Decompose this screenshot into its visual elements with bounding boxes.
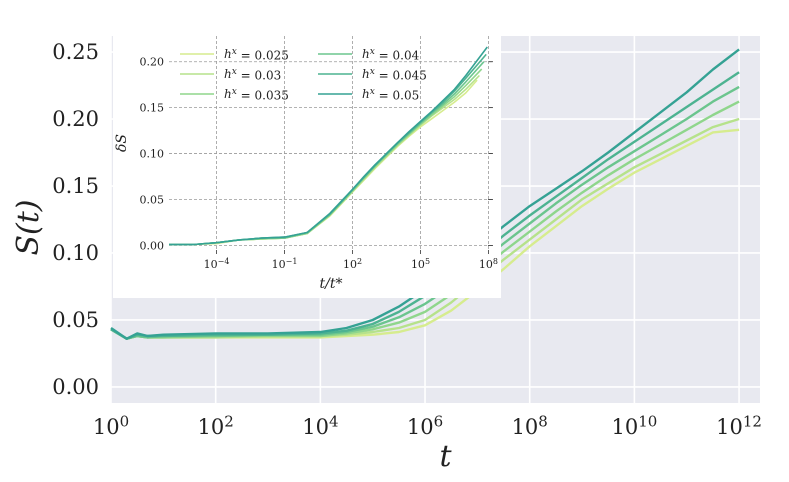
inset-x-tick-label: 102: [343, 257, 362, 271]
legend-label: hx = 0.04: [362, 47, 420, 62]
inset-x-tick-label-base: 10: [343, 258, 357, 271]
main-y-tick-label: 0.05: [52, 308, 99, 332]
legend-item: hx = 0.025: [180, 47, 289, 62]
inset-x-tick-label-base: 10: [479, 258, 493, 271]
main-x-tick-label: 1010: [611, 413, 657, 440]
main-x-tick-label-base: 10: [407, 415, 434, 439]
main-x-tick-label-base: 10: [611, 415, 638, 439]
inset-x-tick-label: 105: [411, 257, 430, 271]
legend-label-value: = 0.035: [237, 88, 289, 102]
legend-label-superscript: x: [370, 87, 375, 97]
main-x-tick-label-base: 10: [93, 415, 120, 439]
main-x-tick-label-base: 10: [302, 415, 329, 439]
inset-x-tick-label-base: 10: [204, 258, 218, 271]
main-x-tick-label-exponent: 12: [743, 413, 762, 431]
legend-label: hx = 0.045: [362, 67, 427, 82]
main-y-axis-label: S(t): [11, 199, 46, 255]
inset-y-tick-label: 0.05: [140, 193, 165, 206]
main-y-tick-label: 0.25: [52, 40, 99, 64]
legend-label-superscript: x: [232, 87, 237, 97]
inset-x-tick-label-exponent: 2: [357, 257, 362, 266]
legend-label-base: h: [362, 67, 370, 81]
main-x-tick-label-exponent: 2: [224, 413, 234, 431]
main-x-tick-label-base: 10: [198, 415, 225, 439]
legend-item: hx = 0.05: [318, 87, 419, 102]
inset-y-axis-label: δS: [114, 134, 130, 152]
main-y-tick-label: 0.15: [52, 174, 99, 198]
legend-label-superscript: x: [370, 47, 375, 57]
main-y-tick-label: 0.20: [52, 107, 99, 131]
legend-item: hx = 0.035: [180, 87, 289, 102]
main-y-tick-label: 0.10: [52, 241, 99, 265]
inset-plot-background: [168, 35, 494, 251]
inset-x-tick-label: 10−4: [204, 257, 230, 271]
legend-label-superscript: x: [370, 67, 375, 77]
legend-item: hx = 0.04: [318, 47, 420, 62]
inset-y-tick-label: 0.20: [140, 56, 165, 69]
legend-label-value: = 0.04: [375, 48, 420, 62]
legend-label-base: h: [362, 87, 370, 101]
legend-label-base: h: [224, 87, 232, 101]
legend-label-base: h: [224, 67, 232, 81]
legend-label: hx = 0.05: [362, 87, 419, 102]
legend-item: hx = 0.045: [318, 67, 427, 82]
inset-x-tick-label-exponent: 5: [425, 257, 430, 266]
inset-x-tick-label-exponent: −1: [286, 257, 298, 266]
inset-x-tick-label: 108: [479, 257, 498, 271]
main-x-tick-label: 104: [302, 413, 338, 440]
legend-label: hx = 0.035: [224, 87, 289, 102]
inset-x-tick-label-exponent: −4: [218, 257, 230, 266]
main-x-tick-label: 1012: [716, 413, 762, 440]
main-x-tick-label-exponent: 0: [120, 413, 130, 431]
main-x-tick-label-exponent: 8: [538, 413, 548, 431]
legend-label: hx = 0.025: [224, 47, 289, 62]
inset-series-line-5: [169, 46, 488, 246]
legend-label-superscript: x: [232, 67, 237, 77]
legend-label-base: h: [224, 47, 232, 61]
main-x-tick-label: 100: [93, 413, 129, 440]
inset-x-tick-label-base: 10: [272, 258, 286, 271]
inset-x-tick-label-base: 10: [411, 258, 425, 271]
inset-x-axis-label: t/t*: [320, 276, 343, 292]
main-x-tick-label: 106: [407, 413, 443, 440]
main-x-tick-label-base: 10: [716, 415, 743, 439]
main-x-tick-label: 102: [198, 413, 234, 440]
legend-label-value: = 0.025: [237, 48, 289, 62]
inset-y-tick-label: 0.10: [140, 148, 165, 161]
legend-item: hx = 0.03: [180, 67, 281, 82]
inset-y-tick-label: 0.00: [140, 239, 165, 252]
main-x-tick-label-base: 10: [512, 415, 539, 439]
legend-label-value: = 0.03: [237, 68, 281, 82]
inset-x-tick-label-exponent: 8: [493, 257, 498, 266]
main-x-tick-label-exponent: 6: [434, 413, 444, 431]
main-x-tick-label-exponent: 10: [638, 413, 657, 431]
inset-x-tick-label: 10−1: [272, 257, 298, 271]
main-x-tick-label-exponent: 4: [329, 413, 339, 431]
main-y-tick-label: 0.00: [52, 375, 99, 399]
legend-label: hx = 0.03: [224, 67, 281, 82]
legend-label-base: h: [362, 47, 370, 61]
legend-label-superscript: x: [232, 47, 237, 57]
legend-label-value: = 0.05: [375, 88, 419, 102]
legend-label-value: = 0.045: [375, 68, 427, 82]
main-x-axis-label: t: [439, 439, 452, 474]
inset-y-tick-label: 0.15: [140, 102, 165, 115]
main-x-tick-label: 108: [512, 413, 548, 440]
